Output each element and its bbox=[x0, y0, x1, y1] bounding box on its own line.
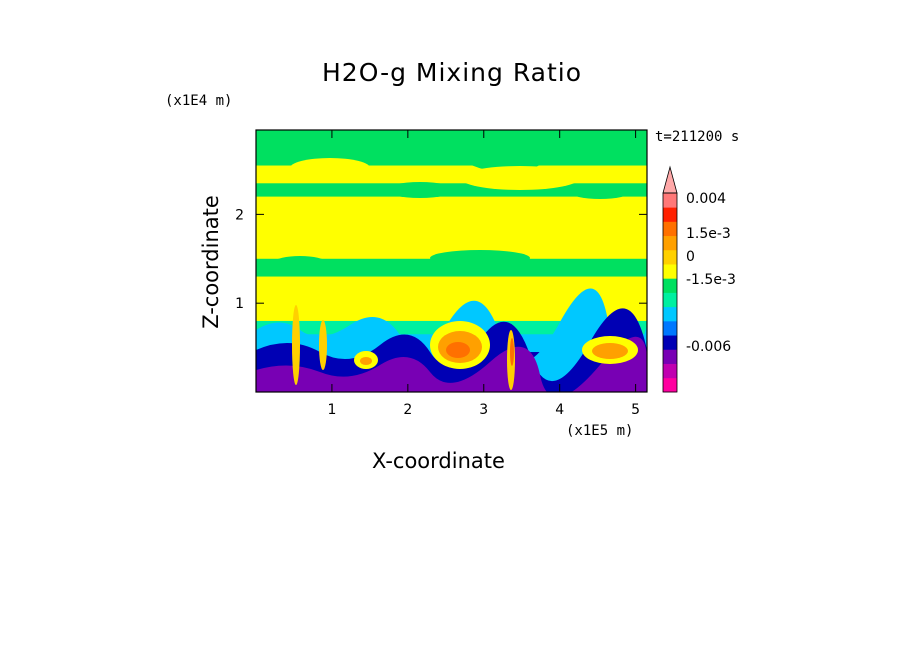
x-tick-label: 3 bbox=[479, 402, 488, 418]
chart-title: H2O-g Mixing Ratio bbox=[321, 58, 583, 87]
axes: 1 2 3 4 5 1 2 bbox=[235, 130, 647, 418]
x-tick-label: 4 bbox=[555, 402, 564, 418]
contour-blob bbox=[592, 343, 628, 359]
time-annotation: t=211200 s bbox=[655, 129, 740, 145]
colorbar-segment bbox=[663, 320, 677, 336]
contour-blob bbox=[460, 166, 580, 190]
contour-wave bbox=[256, 130, 647, 173]
contour-blob bbox=[385, 182, 455, 198]
contour-blob bbox=[292, 305, 300, 385]
colorbar-label: -1.5e-3 bbox=[686, 272, 736, 288]
contour-wave bbox=[256, 336, 647, 392]
contour-blob bbox=[446, 342, 470, 358]
contour-features bbox=[256, 130, 647, 392]
colorbar-label: 1.5e-3 bbox=[686, 226, 731, 242]
colorbar-extend-arrow bbox=[662, 165, 678, 194]
y-tick-label: 1 bbox=[235, 296, 244, 312]
y-unit-label: (x1E4 m) bbox=[165, 93, 233, 109]
field-band bbox=[256, 258, 647, 278]
colorbar-segment bbox=[663, 306, 677, 322]
contour-blob bbox=[360, 357, 372, 365]
colorbar-segment bbox=[663, 193, 677, 208]
colorbar-segment bbox=[663, 221, 677, 237]
contour-blob bbox=[275, 256, 325, 268]
contour-streak bbox=[256, 222, 647, 224]
contour-wave bbox=[256, 308, 647, 392]
contour-streak bbox=[256, 212, 647, 215]
colorbar-label: 0 bbox=[686, 249, 695, 265]
x-unit-label: (x1E5 m) bbox=[566, 423, 634, 439]
colorbar-segment bbox=[663, 207, 677, 222]
x-tick-label: 5 bbox=[631, 402, 640, 418]
y-tick-label: 2 bbox=[235, 207, 244, 223]
colorbar-segment bbox=[663, 249, 677, 265]
contour-streak bbox=[256, 230, 647, 232]
colorbar-segment bbox=[663, 349, 677, 364]
colorbar-segment bbox=[663, 377, 677, 393]
contour-blob bbox=[430, 250, 530, 266]
colorbar-segment bbox=[663, 335, 677, 350]
x-tick-label: 2 bbox=[403, 402, 412, 418]
colorbar-segment bbox=[663, 292, 677, 308]
colorbar-segment bbox=[663, 235, 677, 251]
contour-blob bbox=[570, 185, 630, 199]
contour-blob bbox=[510, 338, 514, 366]
colorbar-segment bbox=[663, 278, 677, 293]
x-tick-label: 1 bbox=[327, 402, 336, 418]
x-axis-label: X-coordinate bbox=[372, 449, 505, 473]
colorbar-segment bbox=[663, 363, 677, 379]
field-band bbox=[256, 196, 647, 260]
colorbar-label: -0.006 bbox=[686, 339, 731, 355]
colorbar-frame bbox=[662, 192, 678, 393]
colorbar: 0.004 1.5e-3 0 -1.5e-3 -0.006 bbox=[662, 165, 736, 393]
colorbar-segment bbox=[663, 264, 677, 279]
contour-blob bbox=[319, 320, 327, 370]
plot-frame bbox=[255, 129, 648, 393]
contour-blob bbox=[290, 158, 370, 178]
colorbar-label: 0.004 bbox=[686, 191, 726, 207]
